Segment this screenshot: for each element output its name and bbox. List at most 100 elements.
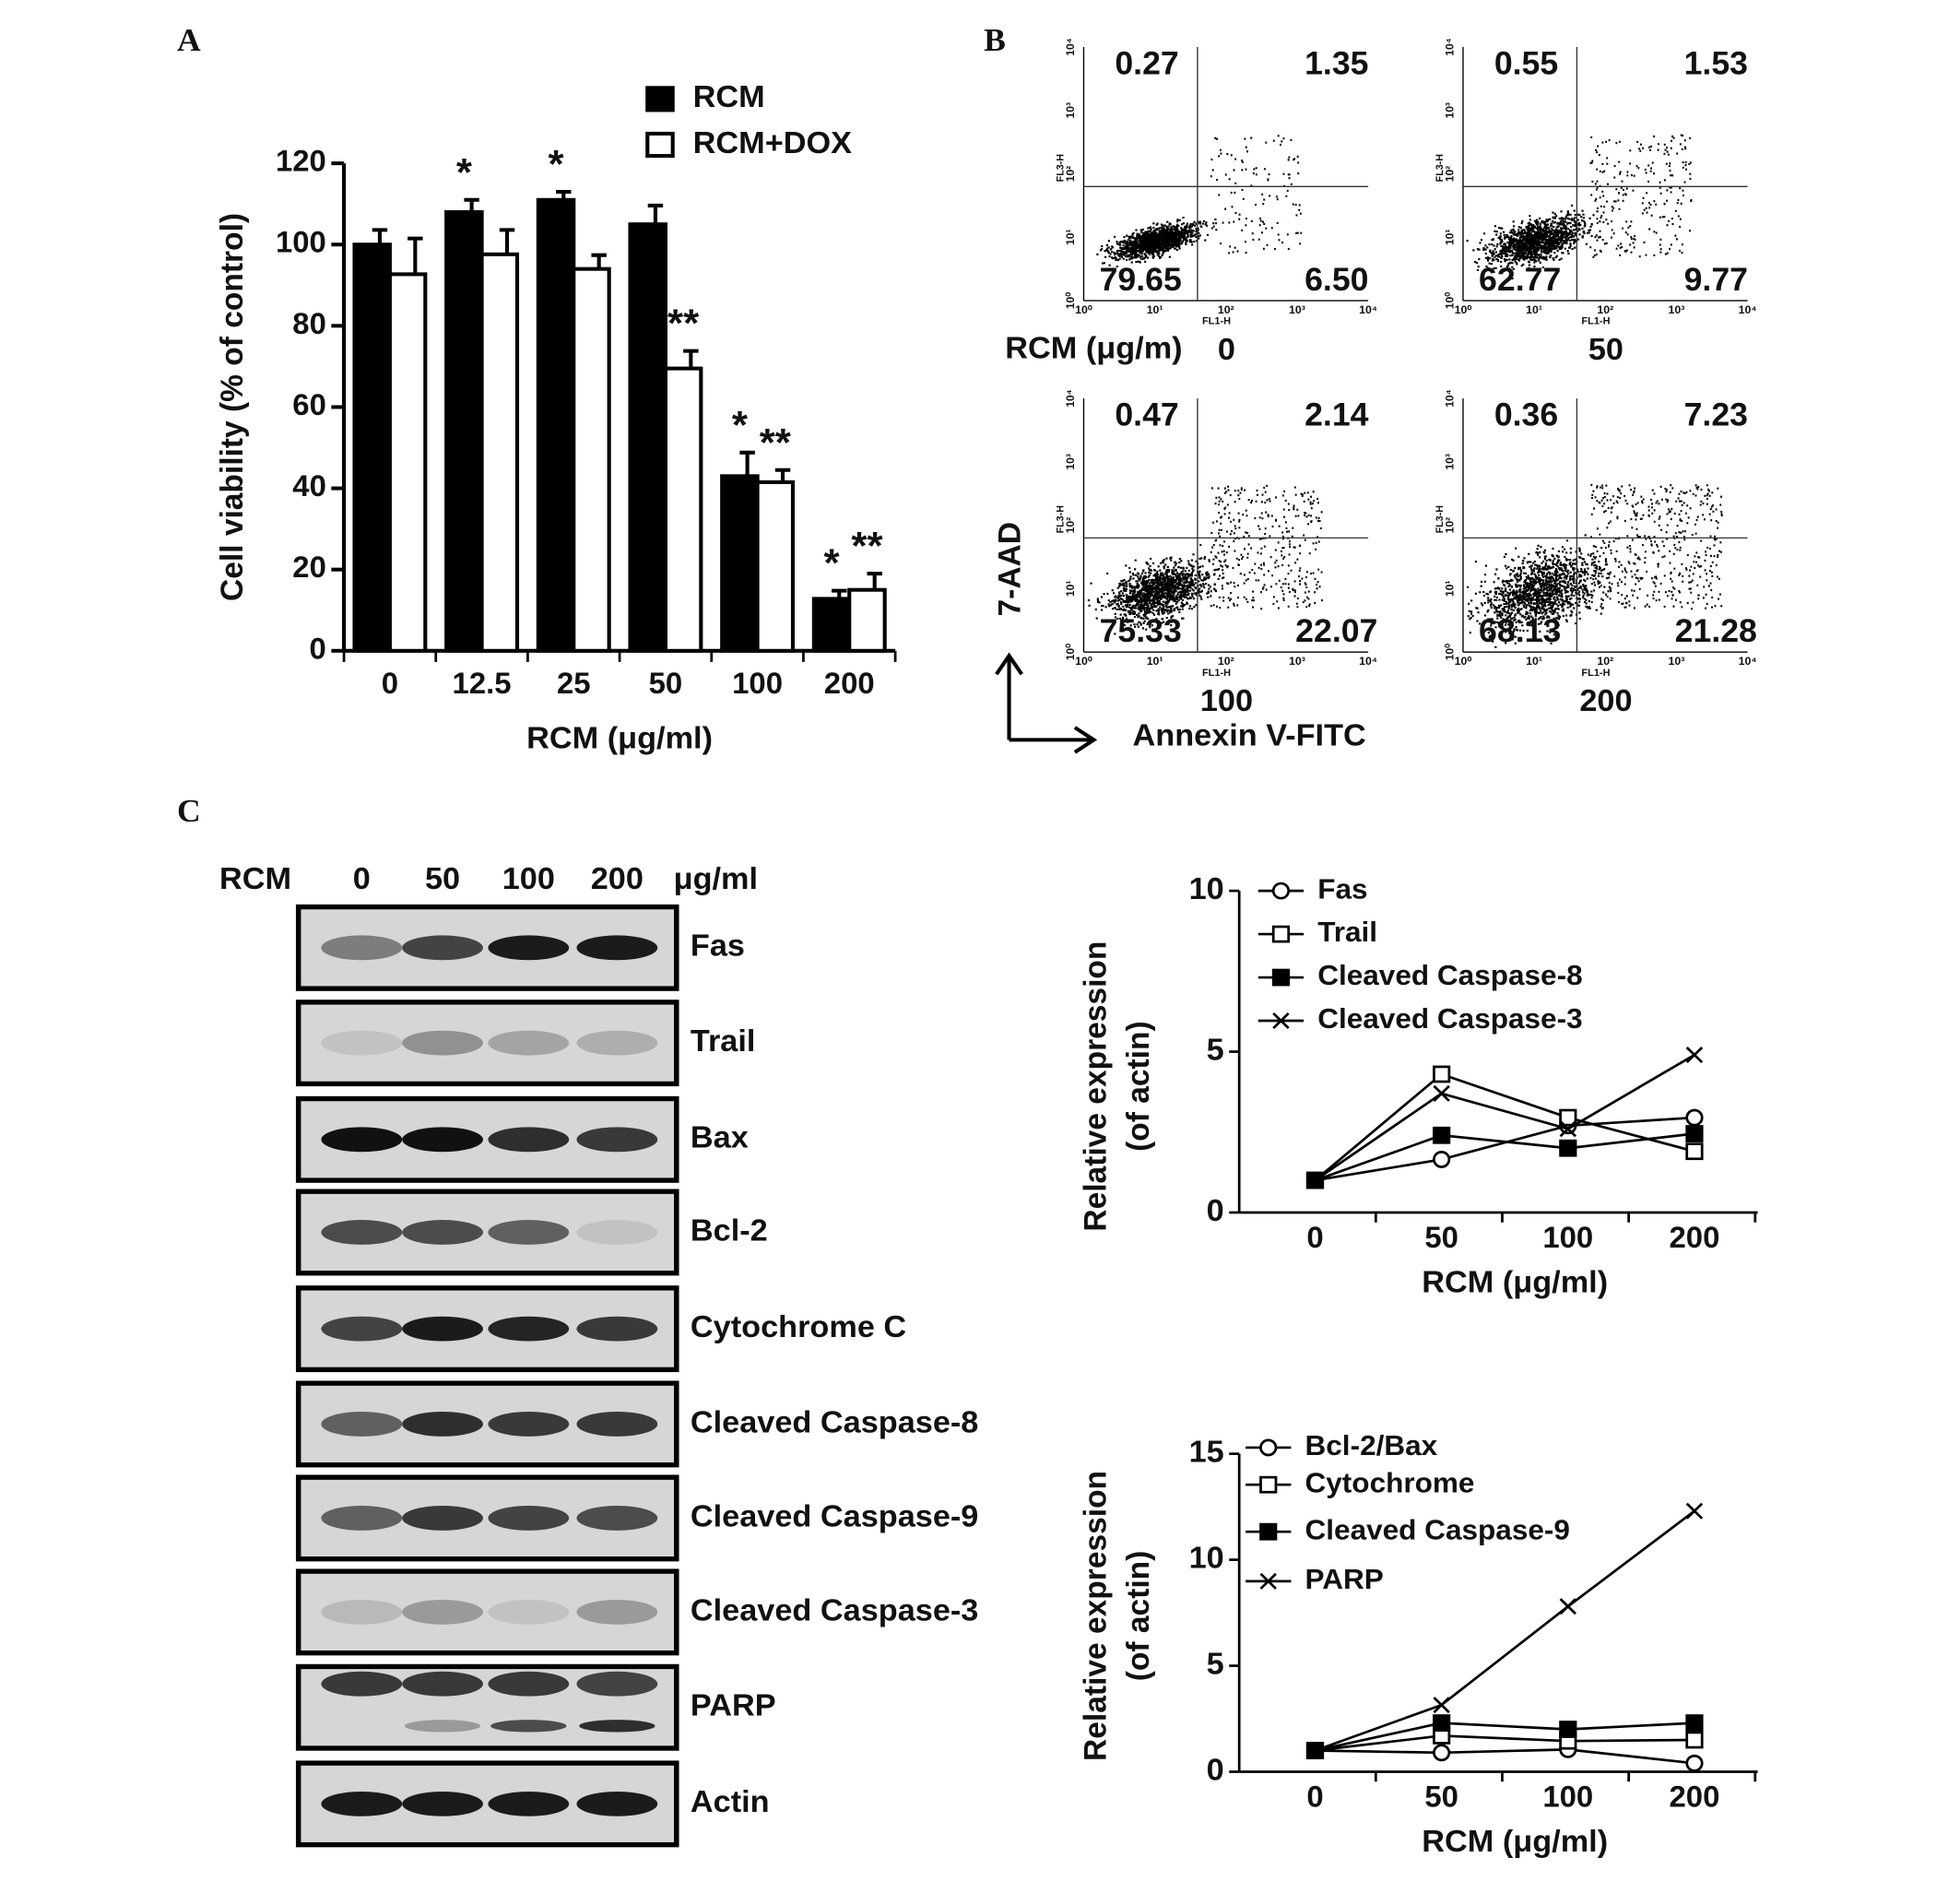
legend-label: Cleaved Caspase-9 <box>1305 1514 1570 1546</box>
marker <box>1559 1120 1576 1138</box>
x-tick-label: 0 <box>1306 1781 1323 1814</box>
bar <box>755 479 796 653</box>
y-tick-label: 80 <box>292 307 326 340</box>
x-tick-label: 10² <box>1218 303 1234 316</box>
x-tick-label: 25 <box>557 667 591 700</box>
quadrant-value: 22.07 <box>1295 614 1377 650</box>
quadrant-value: 1.53 <box>1684 46 1748 82</box>
blot-band <box>488 1316 570 1342</box>
marker <box>1685 1502 1704 1520</box>
blot-band <box>488 1220 570 1245</box>
y-tick-label: 10⁴ <box>1064 389 1077 407</box>
blot-band <box>488 1412 570 1437</box>
y-tick-label: 10⁴ <box>1443 389 1456 407</box>
x-tick-label: 10⁴ <box>1739 655 1757 668</box>
y-tick-label: 10³ <box>1064 454 1077 469</box>
bar <box>387 272 428 653</box>
bar <box>444 209 484 653</box>
marker <box>1559 1598 1576 1615</box>
y-tick-label: 5 <box>1207 1033 1224 1068</box>
marker <box>1559 1108 1577 1127</box>
x-tick-label: 50 <box>1424 1221 1458 1254</box>
x-tick-label: 200 <box>824 667 875 700</box>
blot-band <box>321 1220 403 1245</box>
y-tick-label: 10² <box>1064 517 1077 533</box>
blot-band <box>488 1030 570 1056</box>
x-tick-label: 10¹ <box>1526 655 1542 668</box>
marker <box>1685 1108 1704 1127</box>
series-line <box>1314 1053 1695 1182</box>
legend-label: Cytochrome <box>1305 1467 1475 1499</box>
protein-label: Cleaved Caspase-8 <box>691 1405 978 1440</box>
blot-band <box>576 1220 658 1245</box>
bar <box>811 597 852 653</box>
blot-band <box>402 1671 483 1697</box>
quadrant-value: 79.65 <box>1100 262 1182 298</box>
y-axis-label: Cell viability (% of control) <box>214 213 249 601</box>
y-tick-label: 10 <box>1189 1541 1224 1576</box>
x-axis-label: RCM (μg/ml) <box>1422 1825 1608 1860</box>
protein-label: Cleaved Caspase-9 <box>691 1499 978 1534</box>
y-tick-label: 10⁰ <box>1064 644 1077 660</box>
x-axis-label: Annexin V-FITC <box>1133 718 1366 753</box>
legend-label: Cleaved Caspase-8 <box>1317 959 1582 991</box>
x-tick-label: 100 <box>732 667 783 700</box>
bar <box>352 243 392 653</box>
x-tick-label: 0 <box>1306 1221 1323 1254</box>
x-axis-name: FL1-H <box>1581 668 1610 679</box>
protein-label: Trail <box>691 1023 755 1059</box>
series-line <box>1315 1748 1695 1765</box>
blot-strip <box>295 1000 679 1087</box>
marker <box>1433 1697 1450 1714</box>
y-axis-name: FL3-H <box>1056 505 1067 534</box>
bar <box>847 587 887 653</box>
protein-label: Cytochrome C <box>691 1309 906 1344</box>
y-tick-label: 10³ <box>1064 102 1077 118</box>
blot-band <box>321 1030 403 1056</box>
x-tick-label: 200 <box>1670 1221 1720 1254</box>
x-tick-label: 100 <box>1542 1221 1593 1254</box>
legend-marker <box>1271 968 1291 987</box>
x-tick-label: 100 <box>1542 1781 1593 1814</box>
significance-mark: * <box>824 542 840 586</box>
blot-band <box>576 1030 658 1056</box>
y-axis-label: Relative expression <box>1078 1471 1113 1761</box>
y-tick-label: 60 <box>292 388 326 421</box>
y-tick-label: 10³ <box>1443 102 1456 118</box>
blot-band <box>402 1316 483 1342</box>
significance-mark: ** <box>667 302 699 346</box>
blot-strip <box>295 1568 679 1656</box>
axis-arrow <box>995 652 1098 754</box>
blot-band <box>321 1671 403 1697</box>
protein-label: Bax <box>691 1120 749 1155</box>
panel-label: C <box>177 793 201 829</box>
legend-swatch <box>645 86 675 112</box>
blot-band <box>321 1506 403 1531</box>
quadrant-value: 75.33 <box>1100 614 1182 650</box>
quadrant-value: 0.27 <box>1115 46 1178 82</box>
blot-band <box>488 1127 570 1153</box>
x-tick-label: 10¹ <box>1526 303 1542 316</box>
x-tick-label: 10² <box>1597 303 1613 316</box>
x-tick-label: 200 <box>1670 1781 1720 1814</box>
bar <box>479 252 520 653</box>
y-tick-label: 15 <box>1189 1435 1224 1470</box>
y-tick-label: 0 <box>310 633 326 666</box>
blot-band <box>488 1599 570 1625</box>
legend-marker <box>1259 1572 1277 1590</box>
protein-label: Actin <box>691 1785 770 1820</box>
y-tick-label: 120 <box>276 145 326 178</box>
protein-label: Fas <box>691 929 745 964</box>
legend-label: RCM <box>693 80 765 115</box>
blot-band <box>576 935 658 961</box>
quadrant-value: 0.47 <box>1115 397 1178 433</box>
blot-band <box>321 1599 403 1625</box>
y-tick-label: 0 <box>1207 1753 1224 1788</box>
bar <box>536 197 576 653</box>
blot-band <box>321 1412 403 1437</box>
x-tick-label: 10² <box>1597 655 1613 668</box>
series-line <box>1314 1072 1695 1182</box>
x-tick-label: 50 <box>1424 1781 1458 1814</box>
significance-mark: ** <box>760 421 791 465</box>
